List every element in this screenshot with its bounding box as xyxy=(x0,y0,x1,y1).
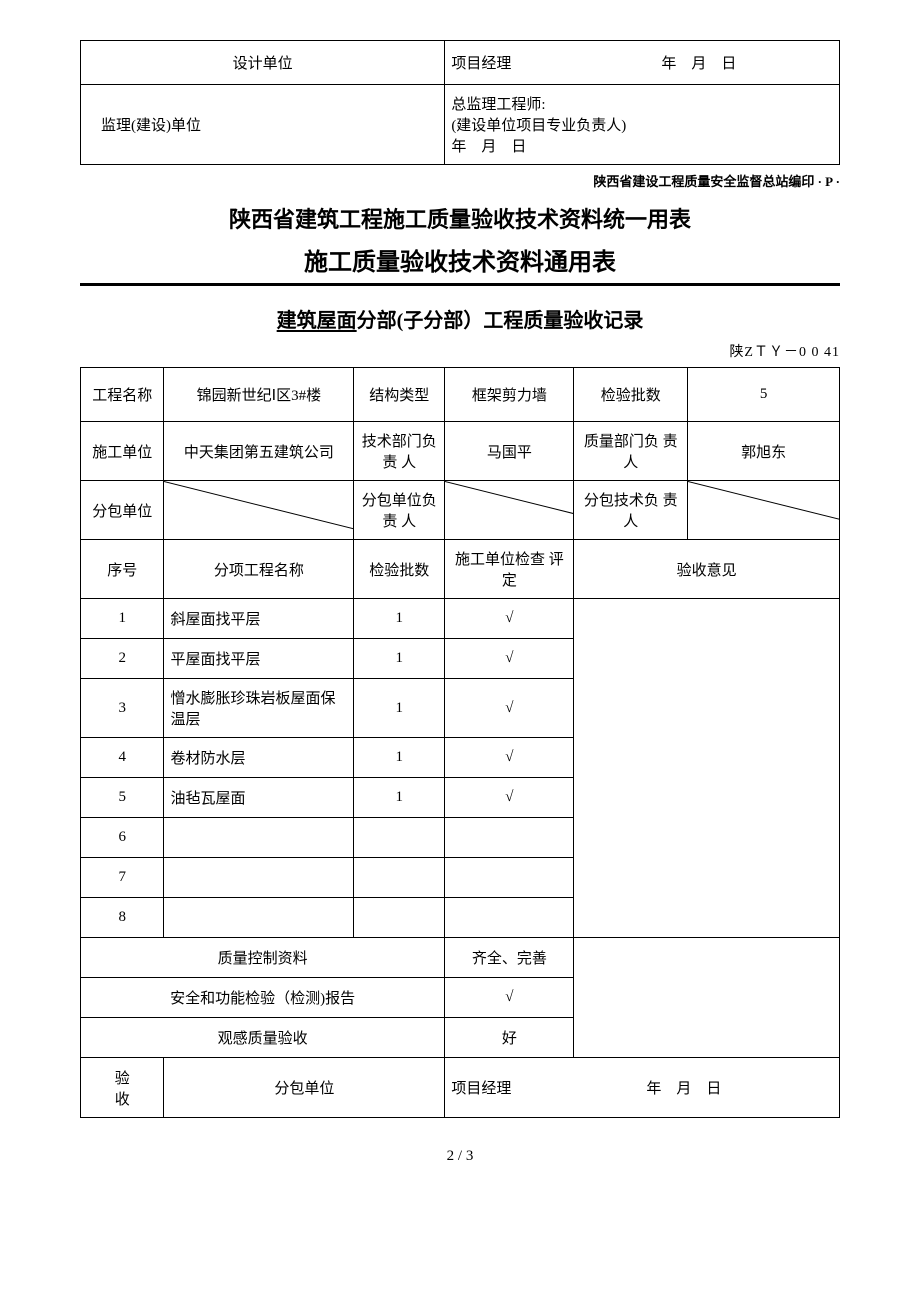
main-record-table: 工程名称 锦园新世纪Ⅰ区3#楼 结构类型 框架剪力墙 检验批数 5 施工单位 中… xyxy=(80,367,840,1118)
h3-sub-lead-diag xyxy=(445,481,574,540)
h2-tech-lead: 马国平 xyxy=(445,422,574,481)
row-check: √ xyxy=(445,679,574,738)
row-name xyxy=(164,858,354,898)
h1-struct-type-label: 结构类型 xyxy=(354,368,445,422)
top-signature-table: 设计单位 项目经理 年 月 日 监理(建设)单位 总监理工程师: (建设单位项目… xyxy=(80,40,840,165)
row-seq: 5 xyxy=(81,778,164,818)
row-batch: 1 xyxy=(354,679,445,738)
row-seq: 1 xyxy=(81,599,164,639)
col-item-name: 分项工程名称 xyxy=(164,540,354,599)
title-divider xyxy=(80,283,840,286)
row-seq: 3 xyxy=(81,679,164,738)
record-subtitle: 建筑屋面分部(子分部）工程质量验收记录 xyxy=(80,304,840,333)
row-check xyxy=(445,858,574,898)
h1-batch-label: 检验批数 xyxy=(574,368,688,422)
h1-struct-type: 框架剪力墙 xyxy=(445,368,574,422)
row-seq: 2 xyxy=(81,639,164,679)
col-check: 施工单位检查 评 定 xyxy=(445,540,574,599)
page-title-2: 施工质量验收技术资料通用表 xyxy=(80,242,840,277)
col-opinion: 验收意见 xyxy=(574,540,840,599)
h3-sub-unit-diag xyxy=(164,481,354,540)
row-name xyxy=(164,898,354,938)
row-batch: 1 xyxy=(354,599,445,639)
row-name: 斜屋面找平层 xyxy=(164,599,354,639)
subtitle-rest: 分部(子分部）工程质量验收记录 xyxy=(357,310,644,332)
accept-label-cell: 验 收 xyxy=(81,1058,164,1118)
page-title-1: 陕西省建筑工程施工质量验收技术资料统一用表 xyxy=(80,202,840,234)
table-row: 1 斜屋面找平层 1 √ xyxy=(81,599,840,639)
row-check: √ xyxy=(445,738,574,778)
h2-tech-lead-label: 技术部门负 责 人 xyxy=(354,422,445,481)
supervision-unit-label: 监理(建设)单位 xyxy=(81,85,445,165)
accept-char1: 验 xyxy=(87,1067,157,1088)
visual-quality-value: 好 xyxy=(445,1018,574,1058)
footer-opinion-merged xyxy=(574,938,840,1058)
row-check: √ xyxy=(445,639,574,679)
chief-engineer-line3: 年 月 日 xyxy=(451,135,833,156)
issuer-footnote: 陕西省建设工程质量安全监督总站编印 · P · xyxy=(80,171,840,190)
row-check: √ xyxy=(445,778,574,818)
row-check xyxy=(445,818,574,858)
opinion-merged-cell xyxy=(574,599,840,938)
form-code: 陕ZＴＹ－0 0 41 xyxy=(80,341,840,361)
row-seq: 8 xyxy=(81,898,164,938)
subtitle-underlined: 建筑屋面 xyxy=(277,310,357,332)
row-name: 憎水膨胀珍珠岩板屋面保温层 xyxy=(164,679,354,738)
h3-sub-unit-label: 分包单位 xyxy=(81,481,164,540)
design-unit-label: 设计单位 xyxy=(81,41,445,85)
h2-quality-lead: 郭旭东 xyxy=(688,422,840,481)
row-name: 油毡瓦屋面 xyxy=(164,778,354,818)
qc-materials-label: 质量控制资料 xyxy=(81,938,445,978)
h1-project-name-label: 工程名称 xyxy=(81,368,164,422)
h1-project-name: 锦园新世纪Ⅰ区3#楼 xyxy=(164,368,354,422)
safety-report-value: √ xyxy=(445,978,574,1018)
row-check xyxy=(445,898,574,938)
h2-quality-lead-label: 质量部门负 责 人 xyxy=(574,422,688,481)
row-name xyxy=(164,818,354,858)
row-seq: 6 xyxy=(81,818,164,858)
col-batch: 检验批数 xyxy=(354,540,445,599)
visual-quality-label: 观感质量验收 xyxy=(81,1018,445,1058)
sub-unit-bottom: 分包单位 xyxy=(164,1058,445,1118)
qc-materials-value: 齐全、完善 xyxy=(445,938,574,978)
h2-construct-unit-label: 施工单位 xyxy=(81,422,164,481)
chief-engineer-line1: 总监理工程师: xyxy=(451,93,833,114)
row-name: 平屋面找平层 xyxy=(164,639,354,679)
chief-engineer-cell: 总监理工程师: (建设单位项目专业负责人) 年 月 日 xyxy=(445,85,840,165)
row-batch: 1 xyxy=(354,738,445,778)
chief-engineer-line2: (建设单位项目专业负责人) xyxy=(451,114,833,135)
row-name: 卷材防水层 xyxy=(164,738,354,778)
h3-sub-tech-label: 分包技术负 责 人 xyxy=(574,481,688,540)
row-batch xyxy=(354,898,445,938)
h2-construct-unit: 中天集团第五建筑公司 xyxy=(164,422,354,481)
h3-sub-tech-diag xyxy=(688,481,840,540)
row-seq: 4 xyxy=(81,738,164,778)
row-seq: 7 xyxy=(81,858,164,898)
page-number: 2 / 3 xyxy=(80,1148,840,1165)
col-seq: 序号 xyxy=(81,540,164,599)
accept-char2: 收 xyxy=(87,1088,157,1109)
h3-sub-lead-label: 分包单位负 责 人 xyxy=(354,481,445,540)
row-check: √ xyxy=(445,599,574,639)
row-batch: 1 xyxy=(354,639,445,679)
h1-batch-value: 5 xyxy=(688,368,840,422)
safety-report-label: 安全和功能检验（检测)报告 xyxy=(81,978,445,1018)
row-batch: 1 xyxy=(354,778,445,818)
row-batch xyxy=(354,858,445,898)
row-batch xyxy=(354,818,445,858)
pm-date-cell: 项目经理 年 月 日 xyxy=(445,41,840,85)
pm-sign-bottom: 项目经理 年 月 日 xyxy=(445,1058,840,1118)
